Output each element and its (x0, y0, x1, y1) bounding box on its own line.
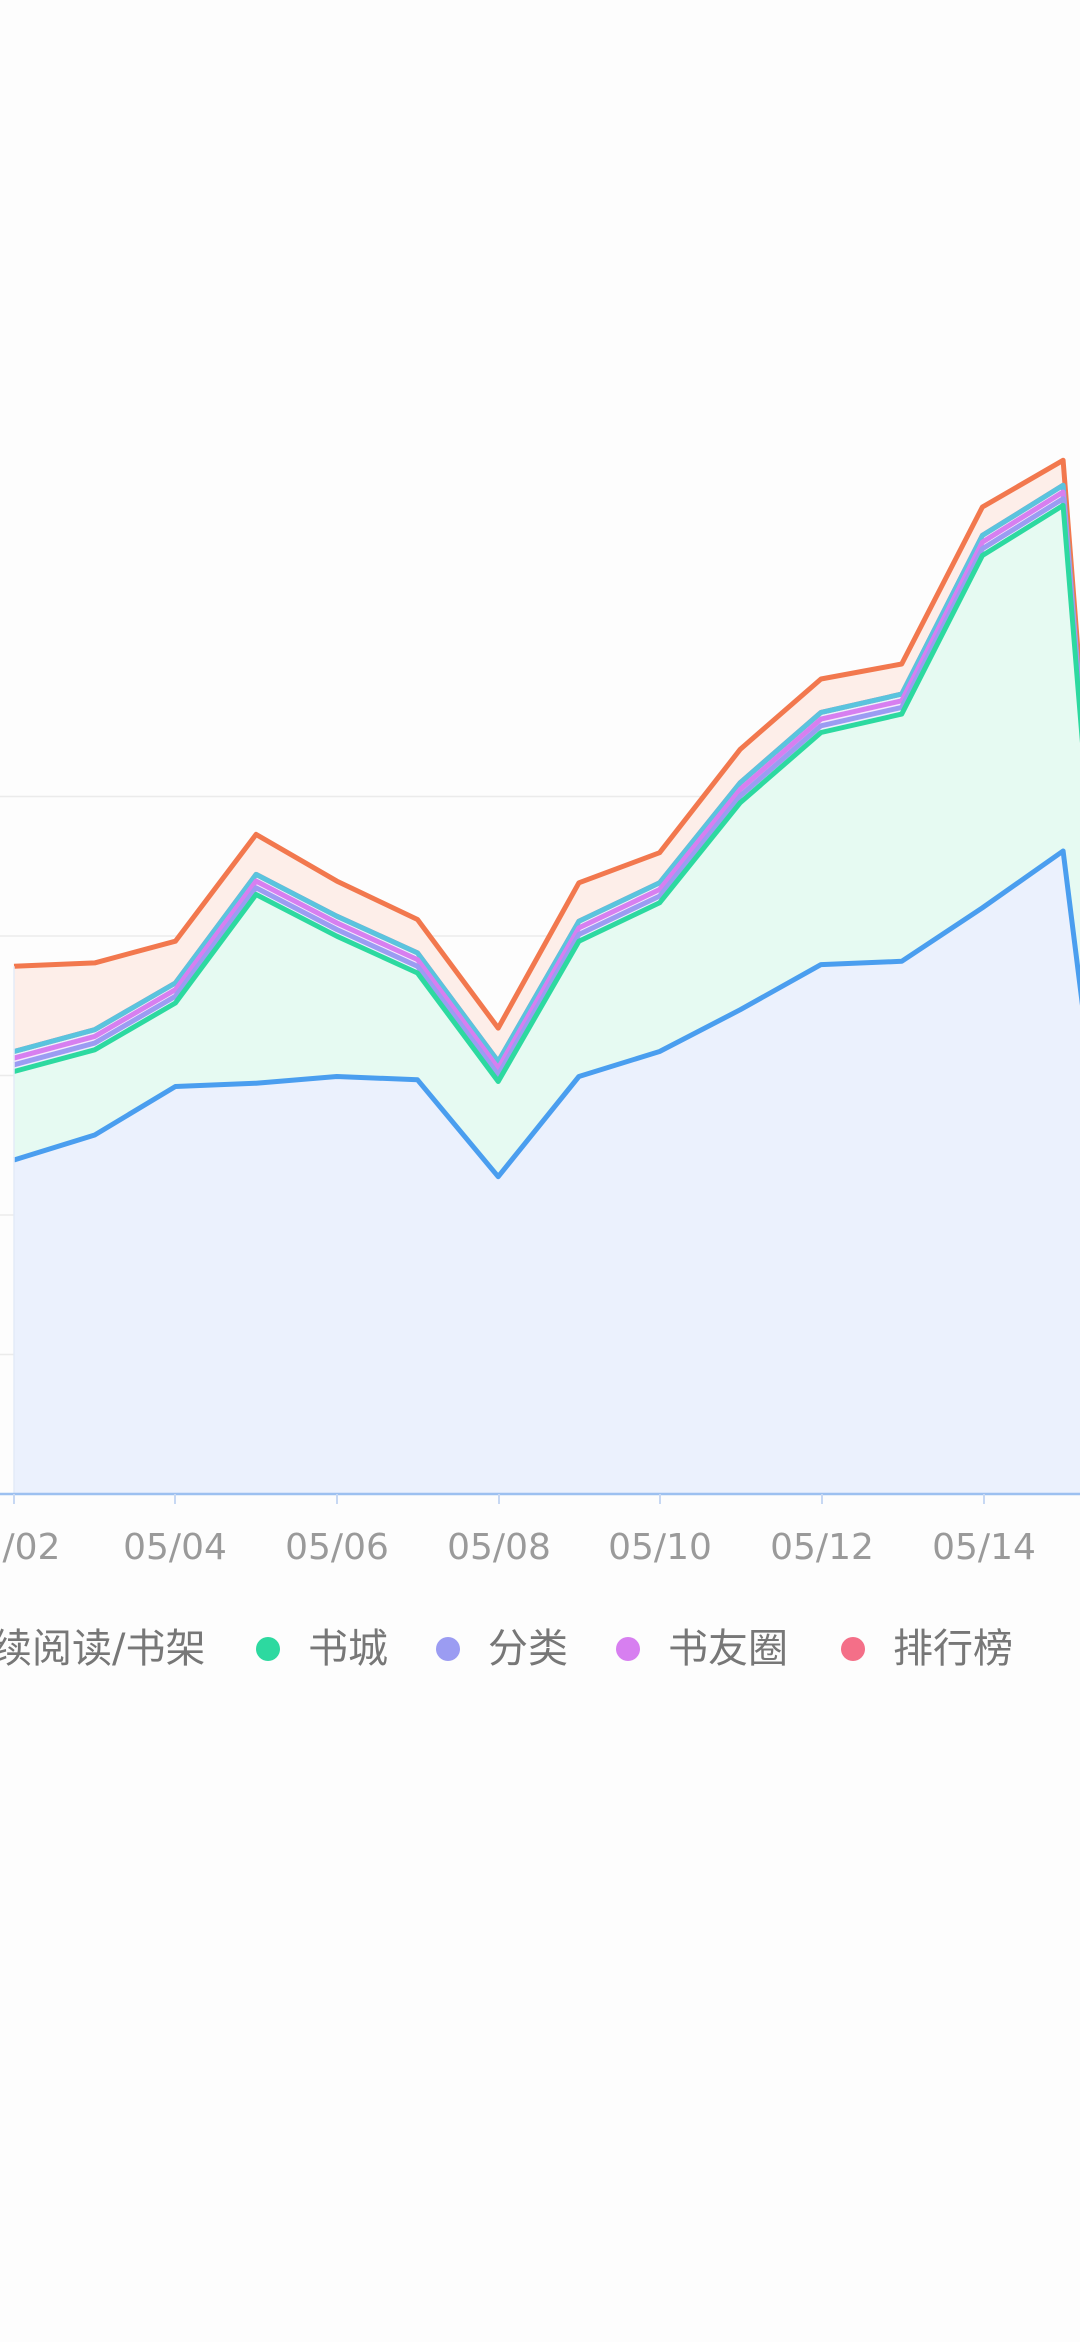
x-axis: 5/02 05/04 05/06 05/08 05/10 05/12 05/14 (0, 1492, 1080, 1568)
legend-label: 分类 (488, 1626, 568, 1672)
area-fill-series-1 (14, 505, 1080, 1177)
series-line-3 (13, 489, 1080, 1071)
legend-label-partial: 续阅读/书架 (0, 1626, 205, 1672)
area-fill-series-0 (14, 851, 1080, 1494)
legend-label: 书城 (308, 1626, 388, 1672)
series-line-2 (13, 496, 1080, 1078)
x-tick-label: 05/04 (123, 1527, 227, 1568)
series-line-4 (13, 482, 1080, 1064)
legend: 续阅读/书架 书城 分类 书友圈 排行榜 (0, 1626, 1013, 1672)
area-lines (13, 457, 1080, 1180)
x-tick-label: 05/10 (608, 1527, 712, 1568)
x-tick-label: 05/06 (285, 1527, 389, 1568)
legend-label: 排行榜 (893, 1626, 1013, 1672)
legend-label: 书友圈 (668, 1626, 788, 1672)
x-tick-label: 05/14 (932, 1527, 1036, 1568)
series-line-1 (13, 502, 1080, 1084)
series-line-0 (13, 848, 1080, 1180)
x-tick-label: 05/08 (447, 1527, 551, 1568)
legend-marker (841, 1637, 865, 1661)
series-line-6 (13, 457, 1080, 1031)
legend-marker (436, 1637, 460, 1661)
x-tick-label: 05/12 (770, 1527, 874, 1568)
legend-marker (616, 1637, 640, 1661)
x-tick-label: 5/02 (0, 1527, 60, 1568)
legend-marker (256, 1637, 280, 1661)
